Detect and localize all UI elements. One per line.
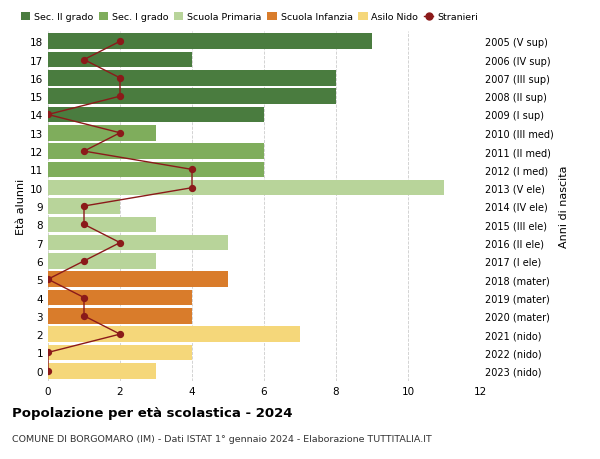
Text: COMUNE DI BORGOMARO (IM) - Dati ISTAT 1° gennaio 2024 - Elaborazione TUTTITALIA.: COMUNE DI BORGOMARO (IM) - Dati ISTAT 1°… — [12, 434, 432, 443]
Bar — [48, 53, 192, 68]
Point — [43, 367, 53, 375]
Point — [43, 276, 53, 283]
Point — [43, 112, 53, 119]
Bar — [48, 89, 336, 105]
Point — [79, 57, 89, 64]
Bar — [48, 180, 444, 196]
Point — [79, 221, 89, 229]
Point — [79, 257, 89, 265]
Point — [115, 39, 125, 46]
Legend: Sec. II grado, Sec. I grado, Scuola Primaria, Scuola Infanzia, Asilo Nido, Stran: Sec. II grado, Sec. I grado, Scuola Prim… — [17, 9, 482, 26]
Bar — [48, 290, 192, 306]
Point — [187, 185, 197, 192]
Bar — [48, 144, 264, 160]
Point — [43, 349, 53, 356]
Bar — [48, 107, 264, 123]
Point — [115, 130, 125, 137]
Bar — [48, 126, 156, 141]
Point — [115, 93, 125, 101]
Point — [187, 166, 197, 174]
Point — [115, 331, 125, 338]
Bar — [48, 272, 228, 287]
Bar — [48, 253, 156, 269]
Bar — [48, 34, 372, 50]
Bar — [48, 235, 228, 251]
Bar — [48, 363, 156, 379]
Text: Popolazione per età scolastica - 2024: Popolazione per età scolastica - 2024 — [12, 406, 293, 419]
Point — [115, 240, 125, 247]
Bar — [48, 199, 120, 214]
Point — [79, 203, 89, 210]
Y-axis label: Età alunni: Età alunni — [16, 179, 26, 235]
Bar — [48, 308, 192, 324]
Bar — [48, 162, 264, 178]
Bar — [48, 71, 336, 86]
Y-axis label: Anni di nascita: Anni di nascita — [559, 165, 569, 248]
Point — [115, 75, 125, 82]
Bar — [48, 217, 156, 233]
Bar — [48, 345, 192, 360]
Bar — [48, 327, 300, 342]
Point — [79, 313, 89, 320]
Point — [79, 294, 89, 302]
Point — [79, 148, 89, 156]
